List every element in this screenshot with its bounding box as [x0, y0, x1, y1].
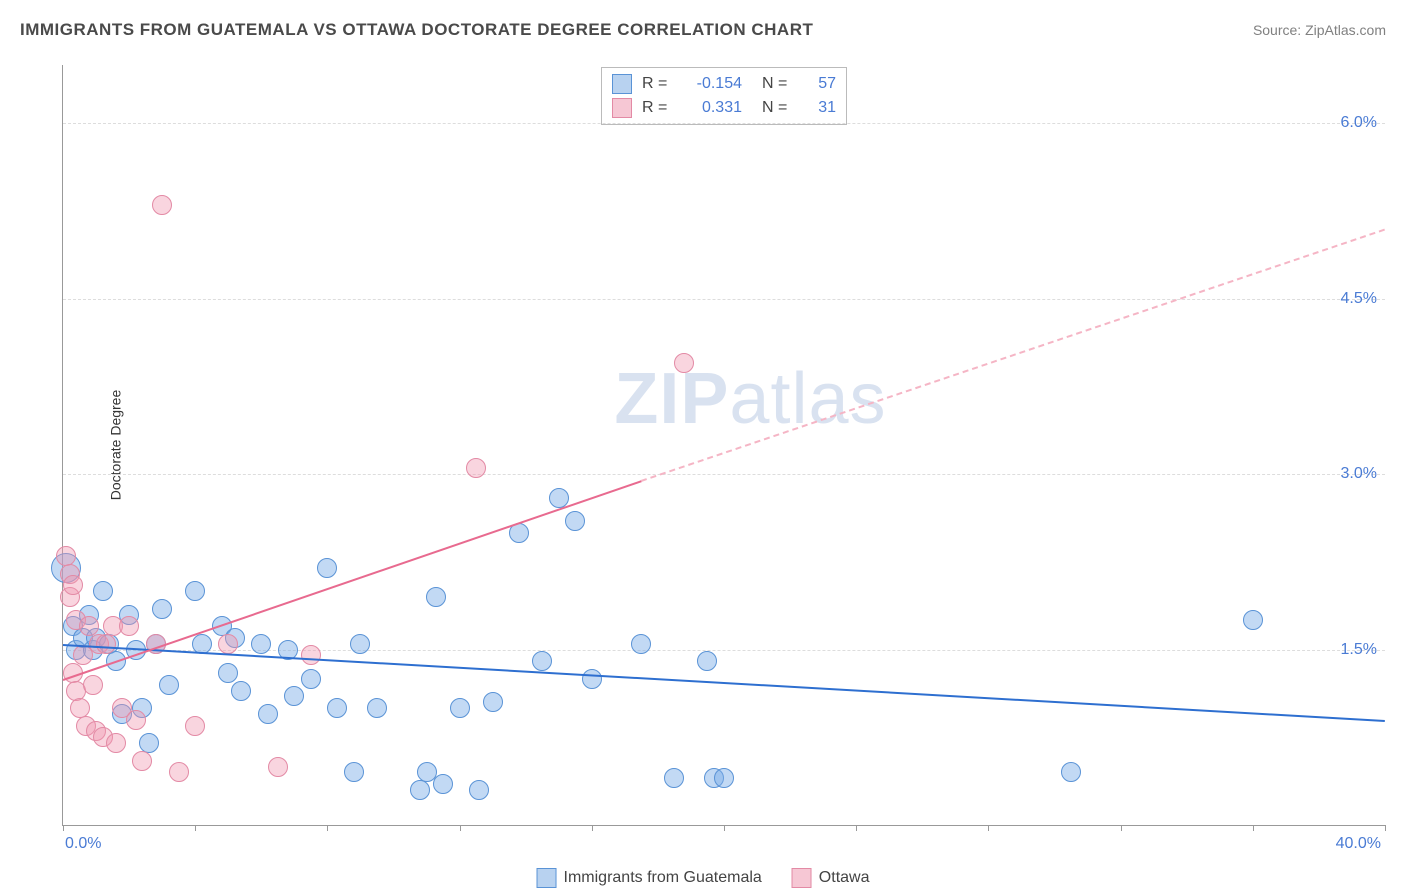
- data-point: [218, 663, 238, 683]
- data-point: [410, 780, 430, 800]
- data-point: [301, 669, 321, 689]
- data-point: [697, 651, 717, 671]
- data-point: [63, 575, 83, 595]
- data-point: [152, 195, 172, 215]
- data-point: [367, 698, 387, 718]
- stat-r-label: R =: [642, 96, 672, 120]
- x-tick: [460, 825, 461, 831]
- stat-r-label: R =: [642, 72, 672, 96]
- data-point: [664, 768, 684, 788]
- data-point: [1061, 762, 1081, 782]
- data-point: [126, 710, 146, 730]
- chart-title: IMMIGRANTS FROM GUATEMALA VS OTTAWA DOCT…: [20, 20, 813, 40]
- data-point: [469, 780, 489, 800]
- stat-n-label: N =: [762, 72, 792, 96]
- data-point: [714, 768, 734, 788]
- x-tick: [327, 825, 328, 831]
- x-tick: [724, 825, 725, 831]
- x-min-label: 0.0%: [65, 835, 101, 853]
- data-point: [466, 458, 486, 478]
- stat-n-label: N =: [762, 96, 792, 120]
- source-label: Source: ZipAtlas.com: [1253, 22, 1386, 38]
- series-swatch: [537, 868, 557, 888]
- data-point: [284, 686, 304, 706]
- data-point: [83, 675, 103, 695]
- data-point: [344, 762, 364, 782]
- data-point: [631, 634, 651, 654]
- data-point: [169, 762, 189, 782]
- data-point: [1243, 610, 1263, 630]
- stats-row: R = -0.154 N = 57: [612, 72, 836, 96]
- x-tick: [195, 825, 196, 831]
- legend-label: Ottawa: [819, 869, 870, 887]
- legend-label: Immigrants from Guatemala: [564, 869, 762, 887]
- x-tick: [856, 825, 857, 831]
- data-point: [185, 581, 205, 601]
- data-point: [582, 669, 602, 689]
- data-point: [96, 634, 116, 654]
- data-point: [350, 634, 370, 654]
- trend-line: [63, 480, 642, 681]
- gridline: [63, 299, 1385, 300]
- data-point: [231, 681, 251, 701]
- plot-region: R = -0.154 N = 57 R = 0.331 N = 31 ZIPatlas 1.5…: [62, 65, 1385, 826]
- y-tick-label: 6.0%: [1341, 114, 1377, 132]
- data-point: [218, 634, 238, 654]
- stat-n-value: 57: [802, 72, 836, 96]
- y-tick-label: 1.5%: [1341, 641, 1377, 659]
- x-tick: [1121, 825, 1122, 831]
- stat-n-value: 31: [802, 96, 836, 120]
- data-point: [327, 698, 347, 718]
- data-point: [433, 774, 453, 794]
- series-swatch: [612, 74, 632, 94]
- legend-item: Immigrants from Guatemala: [537, 868, 762, 888]
- data-point: [532, 651, 552, 671]
- stat-r-value: 0.331: [682, 96, 742, 120]
- chart-area: Doctorate Degree R =-0.154N =57R =0.331N…: [50, 65, 1390, 825]
- series-legend: Immigrants from Guatemala Ottawa: [537, 868, 870, 888]
- data-point: [301, 645, 321, 665]
- x-tick: [63, 825, 64, 831]
- x-tick: [1253, 825, 1254, 831]
- data-point: [132, 751, 152, 771]
- stat-r-value: -0.154: [682, 72, 742, 96]
- stats-legend: R = -0.154 N = 57 R = 0.331 N = 31: [601, 67, 847, 125]
- x-max-label: 40.0%: [1336, 835, 1381, 853]
- data-point: [565, 511, 585, 531]
- series-swatch: [792, 868, 812, 888]
- data-point: [426, 587, 446, 607]
- data-point: [258, 704, 278, 724]
- trend-line: [641, 229, 1385, 482]
- data-point: [317, 558, 337, 578]
- data-point: [106, 733, 126, 753]
- data-point: [549, 488, 569, 508]
- y-tick-label: 3.0%: [1341, 465, 1377, 483]
- data-point: [93, 581, 113, 601]
- gridline: [63, 123, 1385, 124]
- data-point: [251, 634, 271, 654]
- data-point: [152, 599, 172, 619]
- watermark: ZIPatlas: [614, 358, 886, 440]
- x-tick: [1385, 825, 1386, 831]
- data-point: [450, 698, 470, 718]
- x-tick: [988, 825, 989, 831]
- y-tick-label: 4.5%: [1341, 290, 1377, 308]
- x-tick: [592, 825, 593, 831]
- gridline: [63, 474, 1385, 475]
- legend-item: Ottawa: [792, 868, 870, 888]
- data-point: [674, 353, 694, 373]
- series-swatch: [612, 98, 632, 118]
- data-point: [119, 616, 139, 636]
- data-point: [483, 692, 503, 712]
- data-point: [185, 716, 205, 736]
- chart-header: IMMIGRANTS FROM GUATEMALA VS OTTAWA DOCT…: [20, 20, 1386, 40]
- data-point: [268, 757, 288, 777]
- data-point: [159, 675, 179, 695]
- stats-row: R = 0.331 N = 31: [612, 96, 836, 120]
